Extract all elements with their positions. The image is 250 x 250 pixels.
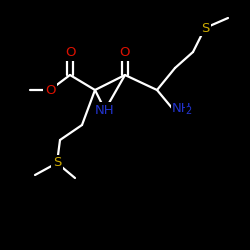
Text: NH: NH bbox=[172, 102, 192, 114]
Text: O: O bbox=[65, 46, 75, 60]
Text: O: O bbox=[120, 46, 130, 60]
Text: 2: 2 bbox=[185, 106, 191, 116]
Text: O: O bbox=[65, 46, 75, 60]
Text: S: S bbox=[201, 22, 209, 35]
Text: S: S bbox=[201, 22, 209, 35]
Text: O: O bbox=[45, 84, 55, 96]
Text: O: O bbox=[120, 46, 130, 60]
Text: O: O bbox=[45, 84, 55, 96]
Text: S: S bbox=[53, 156, 61, 170]
Text: S: S bbox=[53, 156, 61, 170]
Text: NH: NH bbox=[95, 104, 115, 117]
Text: NH: NH bbox=[95, 104, 115, 117]
